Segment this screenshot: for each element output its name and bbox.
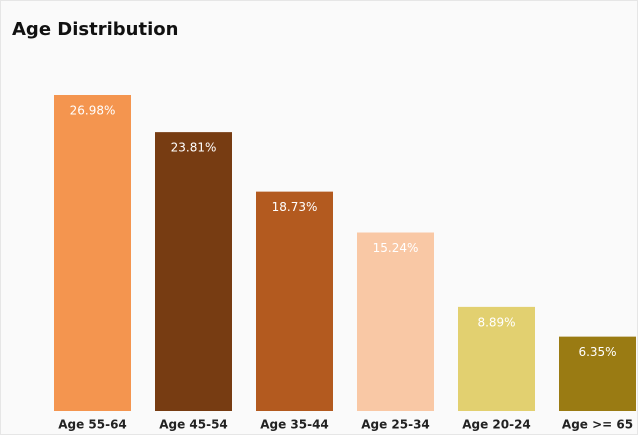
bar bbox=[54, 95, 131, 411]
bar bbox=[155, 132, 232, 412]
x-tick-label: Age 25-34 bbox=[361, 418, 430, 432]
bar bbox=[458, 306, 535, 411]
data-label: 18.73% bbox=[272, 200, 318, 214]
data-label: 6.35% bbox=[578, 345, 616, 359]
x-tick-label: Age 45-54 bbox=[159, 418, 228, 432]
x-tick-label: Age 20-24 bbox=[462, 418, 531, 432]
data-label: 23.81% bbox=[171, 141, 217, 155]
x-tick-label: Age 35-44 bbox=[260, 418, 329, 432]
data-label: 15.24% bbox=[373, 241, 419, 255]
bar bbox=[256, 191, 333, 411]
x-tick-label: Age >= 65 bbox=[562, 418, 633, 432]
bar bbox=[559, 336, 636, 411]
data-label: 26.98% bbox=[70, 104, 116, 118]
bar bbox=[357, 232, 434, 411]
x-tick-label: Age 55-64 bbox=[58, 418, 127, 432]
chart-title: Age Distribution bbox=[12, 19, 178, 40]
data-label: 8.89% bbox=[477, 315, 515, 329]
